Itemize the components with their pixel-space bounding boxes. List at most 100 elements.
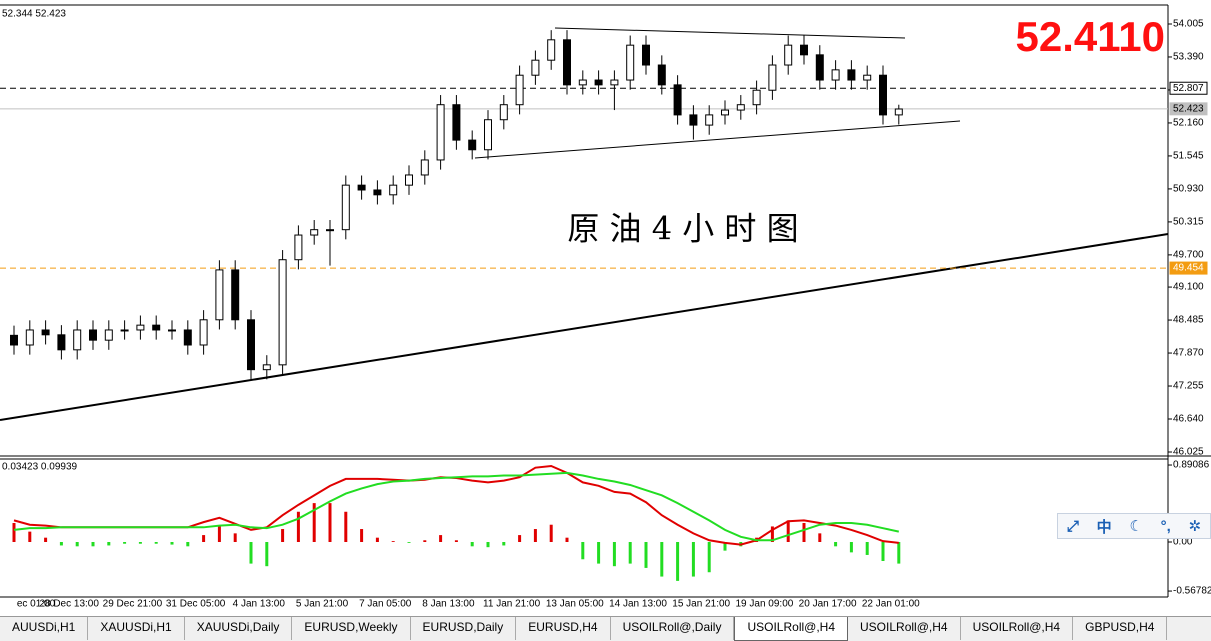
chart: 52.344 52.423 0.03423 0.09939 原 油 4 小 时 … (0, 0, 1211, 616)
x-tick-label: 28 Dec 13:00 (39, 599, 99, 610)
indicator-line (13, 471, 900, 542)
candle-body (673, 84, 682, 116)
tab[interactable]: USOILRoll@,Daily (611, 617, 735, 640)
candle-body (484, 119, 492, 151)
candle-body (25, 329, 34, 346)
candle-body (168, 329, 176, 332)
candle-body (879, 74, 887, 116)
tab[interactable]: GBPUSD,H4 (1073, 617, 1168, 640)
icon-button[interactable]: ⤢ (1066, 517, 1079, 535)
candle-body (420, 159, 429, 176)
toolbar: ⤢ 中 ☾ °, ✲ (1057, 513, 1211, 539)
tab[interactable]: XAUUSDi,Daily (185, 617, 293, 640)
candle-body (815, 54, 824, 81)
trend-line (474, 120, 961, 159)
price-label: 52.423 (1173, 103, 1204, 114)
candle-body (73, 329, 82, 351)
candle-body (247, 319, 255, 371)
chart-header: 52.344 52.423 (2, 9, 66, 20)
tab-bar: AUUSDi,H1 XAUUSDi,H1 XAUUSDi,Daily EURUSD,W… (0, 616, 1211, 641)
ime-button[interactable]: 中 (1096, 518, 1112, 536)
price-label-box (1169, 261, 1208, 275)
candle-body (183, 329, 192, 346)
x-tick-label: 19 Jan 09:00 (735, 599, 793, 610)
tab[interactable]: USOILRoll@,H4 (848, 617, 961, 640)
candle-body (104, 329, 113, 341)
price-label-box (1169, 81, 1208, 95)
tab[interactable]: USOILRoll@,H4 (734, 617, 849, 641)
candle-body (626, 44, 635, 81)
y-tick-label: 49.100 (1173, 282, 1204, 293)
candle-body (578, 79, 587, 86)
y-tick-label: 51.545 (1173, 151, 1204, 162)
candle-body (894, 108, 903, 116)
candle-body (563, 39, 571, 86)
x-tick-label: 20 Jan 17:00 (799, 599, 857, 610)
icon-button[interactable]: °, (1160, 517, 1171, 535)
x-tick-label: 4 Jan 13:00 (233, 599, 286, 610)
candle-body (405, 174, 413, 186)
candle-body (452, 104, 461, 141)
tab[interactable]: EURUSD,Weekly (292, 617, 411, 640)
candle-body (468, 139, 477, 151)
y-tick-label: 50.930 (1173, 184, 1204, 195)
x-tick-label: 29 Dec 21:00 (103, 599, 163, 610)
tab[interactable]: EURUSD,H4 (516, 617, 611, 640)
candle-body (326, 229, 334, 232)
price-display: 52.4110 (1015, 13, 1165, 60)
candle-body (499, 104, 508, 121)
icon-button[interactable]: ✲ (1188, 518, 1202, 535)
y-tick-label: 46.640 (1173, 414, 1204, 425)
x-tick-label: ec 01:00 (17, 599, 56, 610)
candle-body (357, 184, 366, 191)
candle-body (594, 79, 603, 86)
candle-body (389, 184, 398, 196)
candle-body (278, 259, 287, 366)
icon-button[interactable]: ☾ (1129, 518, 1143, 535)
y-tick-label: 50.315 (1173, 217, 1204, 228)
y-tick-label: 53.390 (1173, 52, 1204, 63)
x-tick-label: 31 Dec 05:00 (166, 599, 226, 610)
candle-body (831, 69, 840, 81)
tab[interactable]: AUUSDi,H1 (0, 617, 89, 640)
candle-body (136, 324, 145, 331)
candle-body (657, 64, 666, 86)
candle-body (199, 319, 208, 346)
candle-body (341, 184, 350, 231)
candle-body (310, 229, 319, 236)
candle-body (752, 89, 761, 106)
x-tick-label: 13 Jan 05:00 (546, 599, 604, 610)
tab[interactable]: USOILRoll@,H4 (961, 617, 1074, 640)
x-tick-label: 7 Jan 05:00 (359, 599, 412, 610)
candle-body (57, 334, 66, 351)
candle-body (436, 104, 445, 161)
x-tick-label: 5 Jan 21:00 (296, 599, 349, 610)
y-tick-label: 0.89086 (1173, 460, 1210, 471)
candle-body (294, 234, 303, 261)
y-tick-label: 0.00 (1173, 537, 1193, 548)
candle-body (515, 74, 524, 106)
candle-body (736, 104, 745, 111)
candle-body (642, 44, 650, 66)
candle-body (215, 269, 224, 321)
price-label: 52.807 (1173, 83, 1204, 94)
candle-body (784, 44, 793, 66)
tab[interactable]: EURUSD,Daily (411, 617, 517, 640)
y-tick-label: 48.485 (1173, 315, 1204, 326)
candle-body (120, 329, 129, 332)
candle-body (231, 269, 240, 321)
x-tick-label: 14 Jan 13:00 (609, 599, 667, 610)
candle-body (689, 114, 698, 126)
tab[interactable]: XAUUSDi,H1 (88, 617, 185, 640)
candle-body (531, 59, 540, 76)
y-tick-label: 52.160 (1173, 118, 1204, 129)
candle-body (89, 329, 97, 341)
trend-line (554, 27, 906, 39)
y-tick-label: 47.255 (1173, 381, 1204, 392)
candle-body (10, 334, 18, 346)
candle-body (262, 364, 271, 371)
candle-body (547, 39, 556, 61)
y-tick-label: 54.005 (1173, 19, 1204, 30)
background (0, 0, 1211, 616)
